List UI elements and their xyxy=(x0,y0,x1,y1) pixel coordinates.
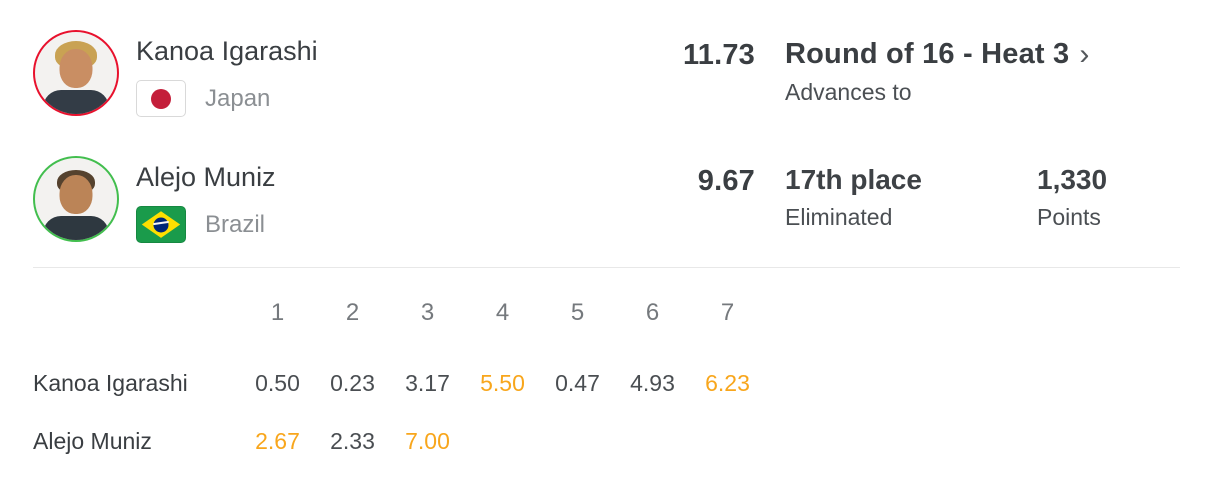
athlete-country-row: Japan xyxy=(136,80,645,118)
wave-number-header: 2 xyxy=(345,299,360,327)
wave-number-header: 6 xyxy=(645,299,660,327)
athlete-result-block: Round of 16 - Heat 3 › Advances to xyxy=(785,30,1180,106)
placement-block: 17th place Eliminated xyxy=(785,164,1037,231)
japan-flag-sun xyxy=(151,88,171,109)
placement-label: 17th place xyxy=(785,164,922,195)
table-row-kanoa-igarashi: Kanoa Igarashi 0.50 0.23 3.17 5.50 0.47 … xyxy=(33,354,1210,412)
points-block: 1,330 Points xyxy=(1037,164,1107,231)
avatar-torso xyxy=(43,90,109,114)
wave-number-header: 3 xyxy=(420,299,435,327)
athlete-summary-section: Kanoa Igarashi Japan 11.73 Round of 16 -… xyxy=(0,0,1210,244)
table-row-alejo-muniz: Alejo Muniz 2.67 2.33 7.00 xyxy=(33,412,1210,470)
section-divider xyxy=(33,267,1180,269)
japan-flag-icon xyxy=(136,80,186,118)
wave-score-cell: 2.67 xyxy=(255,427,300,454)
wave-score-cell: 0.47 xyxy=(555,369,600,396)
advance-heat-link[interactable]: Round of 16 - Heat 3 › xyxy=(785,38,1180,71)
wave-score-cell: 5.50 xyxy=(480,369,525,396)
athlete-avatar xyxy=(33,30,119,116)
wave-score-cell: 6.23 xyxy=(705,369,750,396)
avatar-face xyxy=(59,175,93,214)
wave-score-table: 1 2 3 4 5 6 7 Kanoa Igarashi 0.50 0.23 3… xyxy=(0,268,1210,470)
wave-score-cell: 0.50 xyxy=(255,369,300,396)
athlete-row-kanoa-igarashi: Kanoa Igarashi Japan 11.73 Round of 16 -… xyxy=(33,30,1180,156)
heat-total-score: 9.67 xyxy=(697,165,755,197)
wave-score-cell: 4.93 xyxy=(630,369,675,396)
athlete-avatar xyxy=(33,156,119,242)
athlete-result-block: 17th place Eliminated 1,330 Points xyxy=(785,156,1180,231)
points-label: Points xyxy=(1037,204,1101,230)
wave-number-header: 5 xyxy=(570,299,585,327)
advance-heat-link-label: Round of 16 - Heat 3 xyxy=(785,38,1070,70)
wave-score-cell: 0.23 xyxy=(330,369,375,396)
athlete-name: Kanoa Igarashi xyxy=(136,36,318,66)
table-row-label: Kanoa Igarashi xyxy=(33,369,188,396)
athlete-row-alejo-muniz: Alejo Muniz Brazil 9.67 17th place Elimi… xyxy=(33,156,1180,244)
advance-status-label: Advances to xyxy=(785,79,912,105)
result-and-points: 17th place Eliminated 1,330 Points xyxy=(785,164,1180,231)
points-value: 1,330 xyxy=(1037,164,1108,195)
wave-score-cell: 2.33 xyxy=(330,427,375,454)
heat-total-score: 11.73 xyxy=(683,39,755,71)
chevron-right-icon: › xyxy=(1079,38,1090,71)
elimination-status-label: Eliminated xyxy=(785,204,893,230)
athlete-identity: Kanoa Igarashi Japan xyxy=(136,30,645,118)
athlete-country-label: Japan xyxy=(205,84,271,112)
wave-score-cell: 3.17 xyxy=(405,369,450,396)
wave-number-header-row: 1 2 3 4 5 6 7 xyxy=(33,298,1210,328)
athlete-country-row: Brazil xyxy=(136,206,645,244)
wave-number-header: 1 xyxy=(270,299,285,327)
athlete-name: Alejo Muniz xyxy=(136,162,276,192)
table-row-label: Alejo Muniz xyxy=(33,427,152,454)
wave-score-cell: 7.00 xyxy=(405,427,450,454)
athlete-identity: Alejo Muniz Brazil xyxy=(136,156,645,244)
wave-number-header: 4 xyxy=(495,299,510,327)
wave-number-header: 7 xyxy=(720,299,735,327)
athlete-country-label: Brazil xyxy=(205,210,266,238)
avatar-torso xyxy=(43,216,109,240)
avatar-face xyxy=(59,49,93,88)
brazil-flag-icon xyxy=(136,206,186,244)
